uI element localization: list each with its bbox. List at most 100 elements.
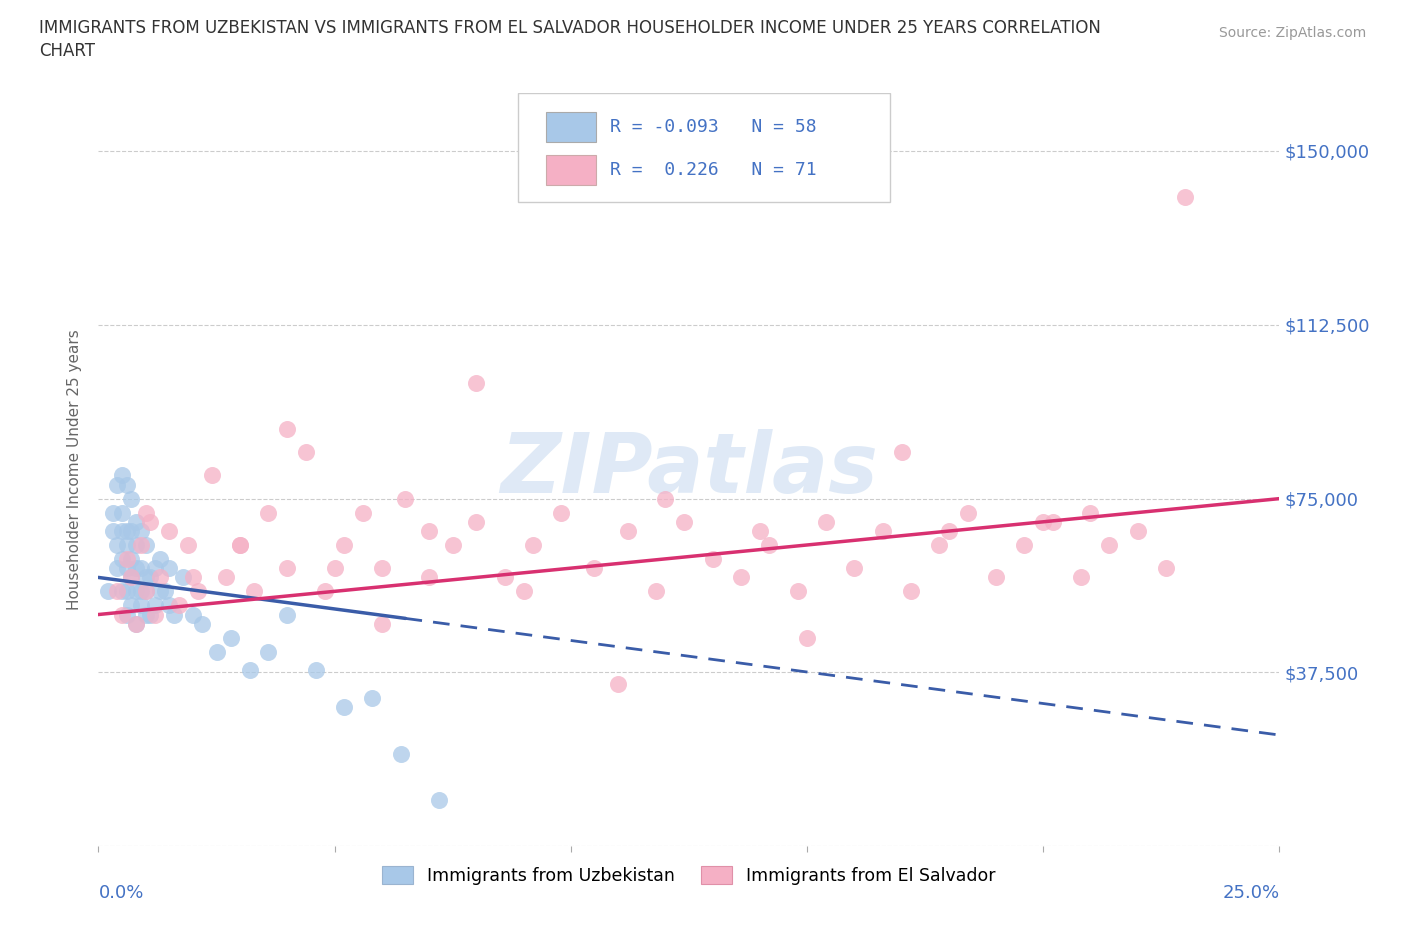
Text: Source: ZipAtlas.com: Source: ZipAtlas.com — [1219, 26, 1367, 40]
Point — [157, 598, 180, 613]
Point — [512, 584, 534, 599]
Point — [157, 524, 180, 538]
Text: CHART: CHART — [39, 42, 96, 60]
Point — [333, 538, 356, 552]
Point — [748, 524, 770, 538]
Point — [139, 607, 162, 622]
Point — [956, 505, 979, 520]
Point — [135, 538, 157, 552]
Point — [153, 584, 176, 599]
Point — [187, 584, 209, 599]
Point — [205, 644, 228, 659]
Point — [135, 505, 157, 520]
Point — [984, 570, 1007, 585]
Point — [121, 570, 143, 585]
Point — [149, 551, 172, 566]
Point — [522, 538, 544, 552]
Point — [101, 524, 124, 538]
Point — [314, 584, 336, 599]
Text: ZIPatlas: ZIPatlas — [501, 429, 877, 511]
Point — [143, 561, 166, 576]
Text: R = -0.093   N = 58: R = -0.093 N = 58 — [610, 118, 817, 136]
Point — [786, 584, 808, 599]
Point — [121, 524, 143, 538]
Point — [111, 551, 134, 566]
Point — [257, 644, 280, 659]
Point — [295, 445, 318, 459]
Point — [844, 561, 866, 576]
Point — [276, 607, 298, 622]
Point — [607, 677, 630, 692]
Text: 25.0%: 25.0% — [1222, 884, 1279, 902]
Point — [129, 598, 152, 613]
Point — [1080, 505, 1102, 520]
Point — [900, 584, 922, 599]
Point — [191, 617, 214, 631]
Point — [111, 524, 134, 538]
Point — [111, 468, 134, 483]
Point — [115, 561, 138, 576]
Point — [135, 584, 157, 599]
Point — [465, 376, 488, 391]
Point — [215, 570, 238, 585]
Legend: Immigrants from Uzbekistan, Immigrants from El Salvador: Immigrants from Uzbekistan, Immigrants f… — [375, 859, 1002, 892]
Point — [125, 561, 148, 576]
Point — [1126, 524, 1149, 538]
Point — [97, 584, 120, 599]
Point — [389, 746, 412, 761]
Point — [654, 491, 676, 506]
Point — [394, 491, 416, 506]
Point — [583, 561, 606, 576]
Point — [323, 561, 346, 576]
Point — [149, 584, 172, 599]
Point — [129, 538, 152, 552]
Point — [125, 538, 148, 552]
Point — [229, 538, 252, 552]
Point — [163, 607, 186, 622]
Point — [938, 524, 960, 538]
Point — [125, 617, 148, 631]
Point — [257, 505, 280, 520]
Point — [125, 514, 148, 529]
Text: IMMIGRANTS FROM UZBEKISTAN VS IMMIGRANTS FROM EL SALVADOR HOUSEHOLDER INCOME UND: IMMIGRANTS FROM UZBEKISTAN VS IMMIGRANTS… — [39, 19, 1101, 36]
Point — [115, 477, 138, 492]
Point — [129, 524, 152, 538]
Point — [105, 538, 128, 552]
Point — [644, 584, 666, 599]
Point — [796, 631, 818, 645]
Point — [239, 663, 262, 678]
Point — [115, 524, 138, 538]
Point — [135, 584, 157, 599]
Point — [129, 561, 152, 576]
Point — [105, 561, 128, 576]
Bar — [546, 112, 596, 142]
Point — [872, 524, 894, 538]
Point — [172, 570, 194, 585]
Point — [702, 551, 724, 566]
Point — [229, 538, 252, 552]
Point — [890, 445, 912, 459]
Point — [361, 690, 384, 705]
Point — [616, 524, 638, 538]
Point — [418, 570, 440, 585]
Point — [305, 663, 328, 678]
Point — [371, 617, 394, 631]
Point — [149, 570, 172, 585]
Point — [276, 421, 298, 436]
Point — [730, 570, 752, 585]
Point — [125, 584, 148, 599]
Point — [1174, 190, 1197, 205]
Point — [758, 538, 780, 552]
Point — [115, 584, 138, 599]
Point — [441, 538, 464, 552]
Point — [1070, 570, 1092, 585]
Point — [115, 538, 138, 552]
Point — [550, 505, 572, 520]
Point — [143, 607, 166, 622]
Point — [181, 570, 204, 585]
Point — [115, 607, 138, 622]
Point — [101, 505, 124, 520]
Point — [177, 538, 200, 552]
Point — [1154, 561, 1177, 576]
Point — [125, 617, 148, 631]
